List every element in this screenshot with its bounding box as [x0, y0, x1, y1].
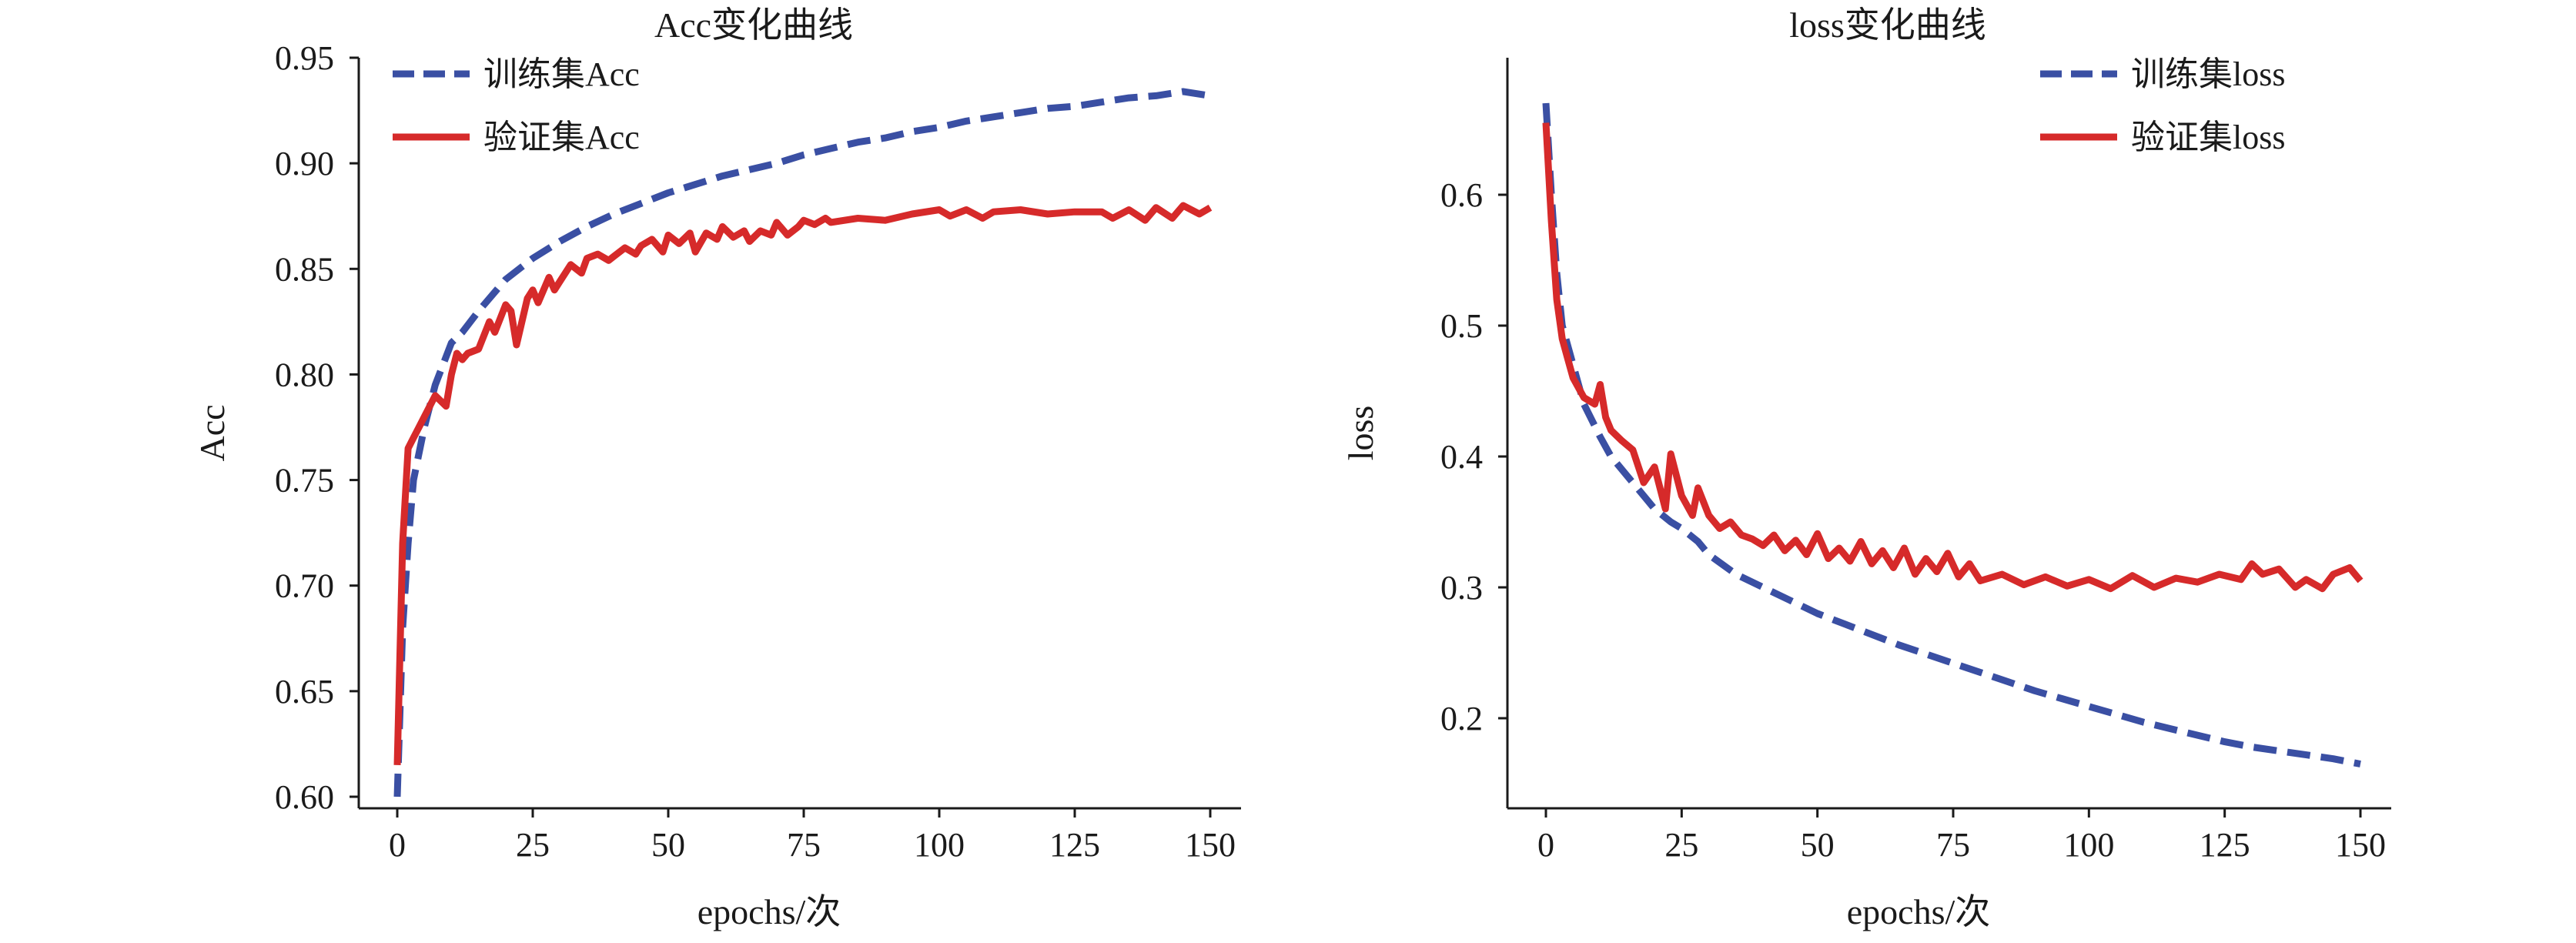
- y-tick-label: 0.6: [1440, 176, 1483, 214]
- chart-2: loss变化曲线 0 25 50 75 100 125 150 0.2 0.3 0.4 0.5 0.6 e…: [1341, 5, 2391, 931]
- x-tick-label: 150: [2335, 826, 2386, 864]
- series-line-train: [393, 88, 1211, 798]
- legend-label: 训练集Acc: [483, 55, 640, 93]
- y-axis-label: loss: [1341, 406, 1380, 461]
- x-axis-label: epochs/次: [1847, 892, 1991, 931]
- x-tick-label: 100: [2063, 826, 2114, 864]
- y-tick-label: 0.3: [1440, 569, 1483, 607]
- x-axis-label: epochs/次: [698, 892, 841, 931]
- y-tick-label: 0.85: [275, 250, 334, 288]
- x-tick-label: 0: [389, 826, 406, 864]
- x-tick-label: 125: [1049, 826, 1100, 864]
- y-tick-label: 0.70: [275, 567, 334, 605]
- legend-label: 验证集loss: [2131, 119, 2285, 156]
- chart-1: Acc变化曲线 0 25 50 75 100 125 150 0.60 0.65 0.70 0.75 0…: [192, 5, 1241, 931]
- x-tick-label: 25: [1664, 826, 1698, 864]
- chart-title: loss变化曲线: [1789, 5, 1986, 45]
- y-tick-label: 0.4: [1440, 438, 1483, 476]
- x-tick-label: 50: [651, 826, 685, 864]
- y-tick-label: 0.95: [275, 39, 334, 77]
- y-axis-label: Acc: [192, 404, 232, 461]
- y-tick-label: 0.5: [1440, 307, 1483, 345]
- x-tick-label: 0: [1537, 826, 1554, 864]
- legend-label: 训练集loss: [2131, 55, 2285, 93]
- y-tick-label: 0.65: [275, 673, 334, 711]
- x-tick-label: 75: [787, 826, 821, 864]
- x-tick-label: 50: [1801, 826, 1835, 864]
- chart-title: Acc变化曲线: [654, 5, 853, 45]
- legend-label: 验证集Acc: [483, 119, 640, 156]
- x-tick-label: 25: [516, 826, 550, 864]
- x-tick-label: 100: [914, 826, 965, 864]
- x-tick-label: 125: [2200, 826, 2250, 864]
- y-tick-label: 0.80: [275, 356, 334, 393]
- y-tick-label: 0.2: [1440, 700, 1483, 737]
- x-tick-label: 75: [1936, 826, 1970, 864]
- x-tick-label: 150: [1185, 826, 1236, 864]
- series-line-train: [1542, 102, 2361, 767]
- y-tick-label: 0.90: [275, 145, 334, 182]
- y-tick-label: 0.60: [275, 778, 334, 816]
- series-line-val: [393, 202, 1213, 766]
- y-tick-label: 0.75: [275, 462, 334, 500]
- series-line-val: [1542, 122, 2364, 593]
